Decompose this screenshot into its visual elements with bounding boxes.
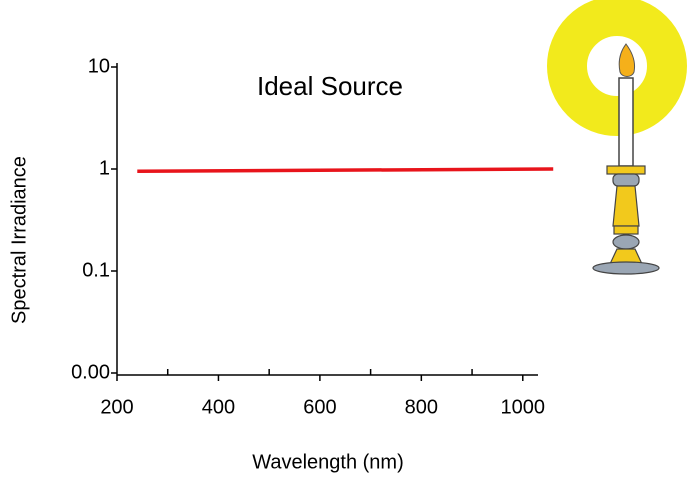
y-tick-label: 0.1 bbox=[82, 259, 110, 281]
x-tick-label: 800 bbox=[405, 396, 438, 418]
x-axis-label: Wavelength (nm) bbox=[252, 451, 404, 473]
y-tick-label: 10 bbox=[88, 55, 110, 77]
y-tick-label: 1 bbox=[99, 157, 110, 179]
y-axis-label: Spectral Irradiance bbox=[8, 156, 30, 324]
y-tick-label: 0.00 bbox=[71, 361, 110, 383]
x-tick-label: 1000 bbox=[501, 396, 546, 418]
candle-illustration bbox=[547, 0, 687, 275]
x-tick-label: 600 bbox=[303, 396, 336, 418]
data-line bbox=[137, 167, 554, 174]
x-tick-label: 200 bbox=[100, 396, 133, 418]
x-tick-label: 400 bbox=[202, 396, 235, 418]
annotation: Ideal Source bbox=[257, 71, 403, 101]
